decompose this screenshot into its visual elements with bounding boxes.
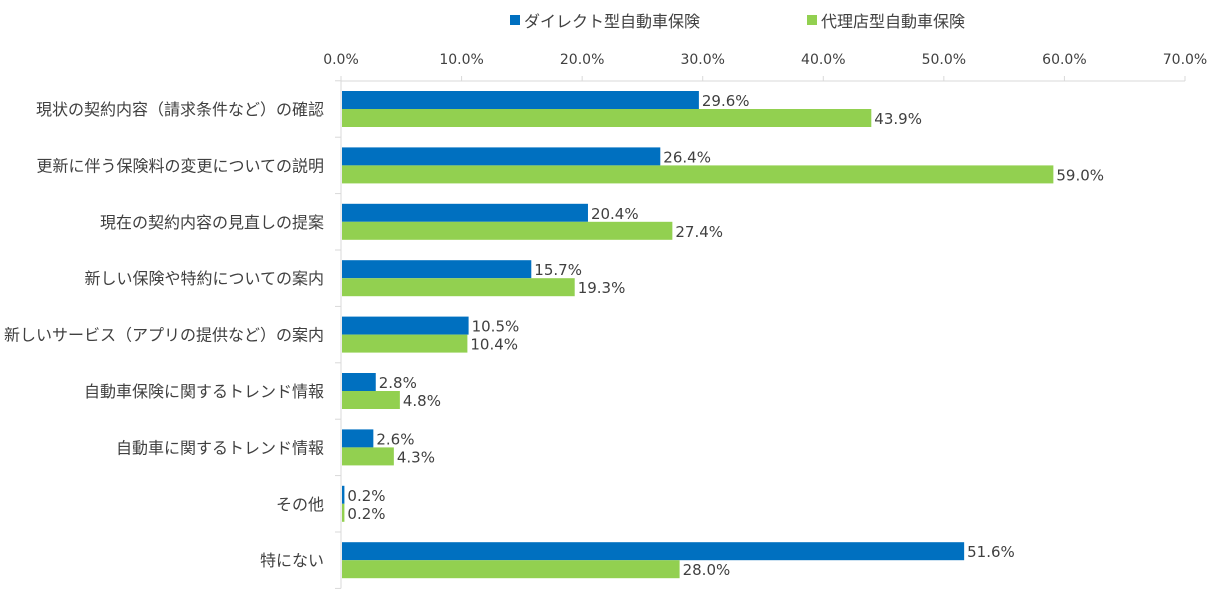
x-tick-label: 70.0% — [1163, 52, 1207, 68]
category-label: 新しいサービス（アプリの提供など）の案内 — [4, 326, 324, 345]
bar-agency — [342, 334, 468, 353]
data-label: 51.6% — [967, 543, 1015, 561]
bar-agency — [342, 109, 872, 127]
bar-direct — [342, 203, 588, 222]
data-label: 27.4% — [675, 223, 723, 241]
category-label: 自動車保険に関するトレンド情報 — [84, 382, 324, 401]
bar-agency — [342, 560, 680, 579]
data-label: 4.8% — [403, 392, 441, 410]
data-label: 2.8% — [379, 374, 417, 392]
bar-direct — [342, 316, 469, 335]
x-tick-label: 20.0% — [560, 52, 604, 68]
x-tick-label: 60.0% — [1042, 52, 1086, 68]
data-label: 15.7% — [534, 261, 582, 279]
category-label: 特にない — [260, 551, 324, 570]
x-tick-label: 0.0% — [323, 52, 359, 68]
category-label: 新しい保険や特約についての案内 — [84, 269, 324, 288]
bar-direct — [342, 91, 699, 109]
bar-agency — [342, 278, 575, 297]
data-label: 59.0% — [1056, 166, 1104, 184]
x-tick-label: 30.0% — [680, 52, 724, 68]
data-label: 4.3% — [397, 448, 435, 466]
bar-direct — [342, 260, 532, 279]
category-label: 更新に伴う保険料の変更についての説明 — [36, 156, 324, 175]
data-label: 0.2% — [347, 487, 385, 505]
legend-swatch — [510, 15, 520, 25]
x-tick-label: 50.0% — [922, 52, 966, 68]
data-label: 28.0% — [683, 561, 731, 579]
x-tick-label: 10.0% — [439, 52, 483, 68]
bar-agency — [342, 221, 673, 240]
bar-agency — [342, 165, 1054, 184]
data-label: 29.6% — [702, 92, 750, 110]
category-label: その他 — [276, 495, 324, 514]
bar-direct — [342, 147, 661, 166]
category-label: 現在の契約内容の見直しの提案 — [100, 213, 324, 232]
data-label: 0.2% — [347, 505, 385, 523]
legend-swatch — [807, 15, 817, 25]
bar-direct — [342, 542, 965, 561]
bar-agency — [342, 503, 345, 522]
bar-direct — [342, 429, 374, 448]
category-label: 自動車に関するトレンド情報 — [116, 438, 324, 457]
bar-agency — [342, 447, 394, 466]
data-label: 43.9% — [874, 110, 922, 128]
bar-agency — [342, 391, 400, 409]
data-label: 20.4% — [591, 205, 639, 223]
data-label: 10.5% — [472, 318, 520, 336]
bar-direct — [342, 373, 376, 391]
data-label: 2.6% — [376, 430, 414, 448]
bar-direct — [342, 485, 345, 504]
x-tick-label: 40.0% — [801, 52, 845, 68]
category-label: 現状の契約内容（請求条件など）の確認 — [36, 100, 324, 119]
legend-label: 代理店型自動車保険 — [821, 12, 965, 31]
legend-label: ダイレクト型自動車保険 — [524, 12, 700, 31]
data-label: 26.4% — [663, 148, 711, 166]
data-label: 10.4% — [470, 336, 518, 354]
data-label: 19.3% — [578, 279, 626, 297]
